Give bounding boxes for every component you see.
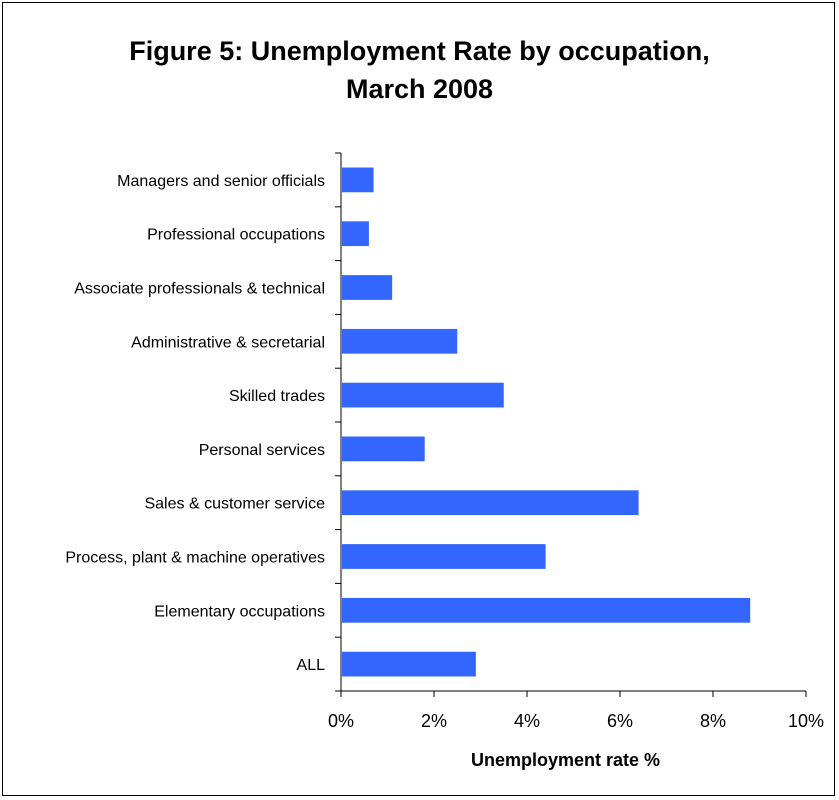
x-tick-label: 8% [700, 711, 726, 731]
category-label: Associate professionals & technical [74, 281, 325, 298]
chart-title: Figure 5: Unemployment Rate by occupatio… [129, 36, 710, 66]
category-label: Administrative & secretarial [131, 334, 325, 351]
bar [342, 651, 476, 677]
category-label: Personal services [199, 442, 325, 459]
category-label: Professional occupations [147, 227, 325, 244]
chart-title-block: Figure 5: Unemployment Rate by occupatio… [0, 32, 839, 108]
bar [342, 275, 393, 300]
category-label: Process, plant & machine operatives [65, 550, 325, 567]
category-label: Elementary occupations [154, 603, 325, 620]
axes-group [335, 152, 807, 697]
chart-subtitle: March 2008 [345, 74, 494, 104]
bar [342, 167, 374, 193]
bar [342, 544, 546, 569]
category-label: Sales & customer service [144, 496, 325, 513]
x-tick-label: 6% [607, 711, 633, 731]
bar [342, 221, 369, 247]
tick-labels-group: 0% 2% 4% 6% 8% 10% [328, 711, 824, 731]
bar [342, 382, 504, 408]
bar [342, 328, 458, 354]
x-axis-title: Unemployment rate % [471, 750, 660, 770]
bar [342, 436, 425, 462]
x-tick-label: 4% [514, 711, 540, 731]
category-label: ALL [297, 657, 326, 674]
x-tick-label: 0% [328, 711, 354, 731]
bar [342, 490, 639, 516]
category-label: Skilled trades [229, 388, 325, 405]
category-labels-group: Managers and senior officials Professiona… [65, 173, 325, 674]
x-tick-label: 2% [421, 711, 447, 731]
x-tick-label: 10% [788, 711, 824, 731]
category-label: Managers and senior officials [117, 173, 325, 190]
bars-group [342, 167, 751, 677]
bar [342, 597, 751, 623]
